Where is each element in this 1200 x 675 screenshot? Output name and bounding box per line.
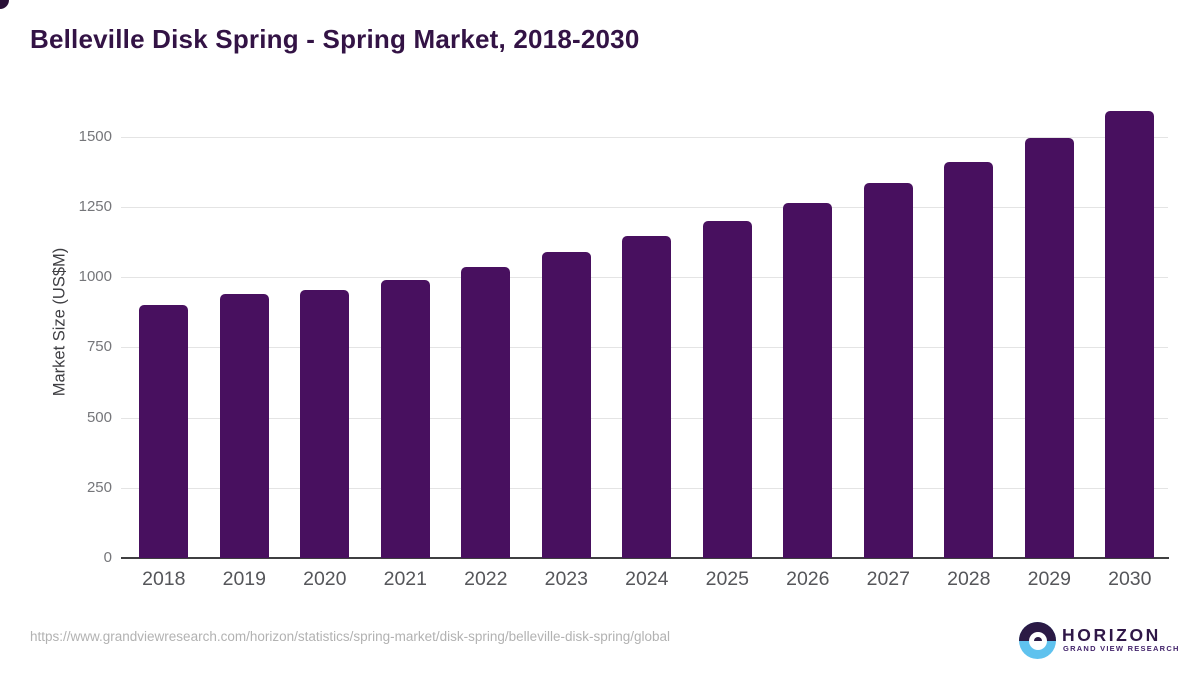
y-tick-label-500: 500 [86, 408, 112, 426]
bar-2020 [300, 289, 350, 558]
corner-artifact [0, 0, 9, 9]
y-tick-label-750: 750 [86, 338, 112, 356]
bar-2021 [380, 279, 430, 558]
horizon-sunset-icon [1019, 622, 1056, 659]
x-tick-label-2018: 2018 [142, 568, 186, 590]
bar-2026 [783, 202, 833, 558]
chart-title: Belleville Disk Spring - Spring Market, … [30, 24, 640, 54]
bar-2030 [1105, 111, 1155, 558]
x-tick-label-2021: 2021 [383, 568, 427, 590]
sun-ring-top [1028, 631, 1047, 641]
sun-core-shape [1033, 636, 1042, 641]
y-tick-label-1000: 1000 [78, 268, 112, 285]
x-tick-label-2020: 2020 [303, 568, 347, 590]
bar-2029 [1024, 137, 1074, 558]
source-url: https://www.grandviewresearch.com/horizo… [30, 629, 670, 644]
sky-shape [1019, 622, 1056, 641]
x-tick-label-2026: 2026 [786, 568, 830, 590]
x-tick-label-2022: 2022 [464, 568, 508, 590]
gridline-1500 [121, 136, 1168, 138]
reflection-dash [1034, 647, 1041, 649]
logo-subtitle: GRAND VIEW RESEARCH [1063, 644, 1180, 653]
bar-2023 [541, 251, 591, 558]
y-tick-label-1500: 1500 [78, 127, 112, 145]
y-tick-label-0: 0 [103, 549, 112, 566]
y-tick-label-250: 250 [86, 478, 112, 496]
x-tick-label-2019: 2019 [222, 568, 266, 590]
bar-2025 [702, 220, 752, 558]
x-tick-label-2027: 2027 [866, 568, 910, 590]
bar-2027 [863, 182, 913, 558]
x-tick-label-2030: 2030 [1108, 568, 1152, 590]
logo-name: HORIZON [1062, 625, 1161, 645]
x-tick-label-2024: 2024 [625, 568, 669, 590]
reflection-dash [1031, 643, 1044, 645]
x-tick-label-2028: 2028 [947, 568, 991, 590]
x-tick-label-2023: 2023 [544, 568, 588, 590]
horizon-logo: HORIZON GRAND VIEW RESEARCH [1019, 621, 1178, 661]
x-axis-line [121, 557, 1169, 559]
bar-2022 [461, 267, 511, 558]
x-tick-label-2025: 2025 [705, 568, 749, 590]
bar-2019 [219, 293, 269, 558]
x-tick-label-2029: 2029 [1027, 568, 1071, 590]
gridline-1250 [121, 206, 1168, 208]
bar-2028 [944, 161, 994, 558]
y-tick-label-1250: 1250 [78, 197, 112, 215]
bar-2018 [139, 305, 189, 558]
bar-2024 [622, 236, 672, 558]
